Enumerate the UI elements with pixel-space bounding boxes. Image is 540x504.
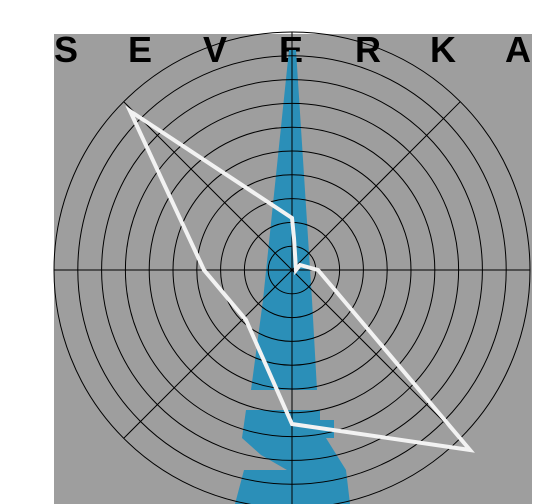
grid-spoke bbox=[291, 101, 461, 271]
white-outline-path bbox=[125, 105, 475, 453]
grid-spoke bbox=[291, 269, 461, 439]
title-letter-e: E bbox=[128, 29, 152, 70]
title-letter-a: A bbox=[505, 29, 531, 70]
tower-spire bbox=[251, 50, 317, 390]
title-letter-v: V bbox=[203, 29, 227, 70]
title-letter-r: R bbox=[355, 29, 381, 70]
title-letters: S E V E R K A bbox=[54, 29, 531, 70]
tower-middle bbox=[242, 410, 334, 438]
polar-grid bbox=[53, 31, 531, 504]
title-letter-s: S bbox=[54, 29, 78, 70]
grid-spoke bbox=[123, 269, 293, 439]
title-letter-k: K bbox=[430, 29, 456, 70]
grid-spoke bbox=[123, 101, 293, 271]
